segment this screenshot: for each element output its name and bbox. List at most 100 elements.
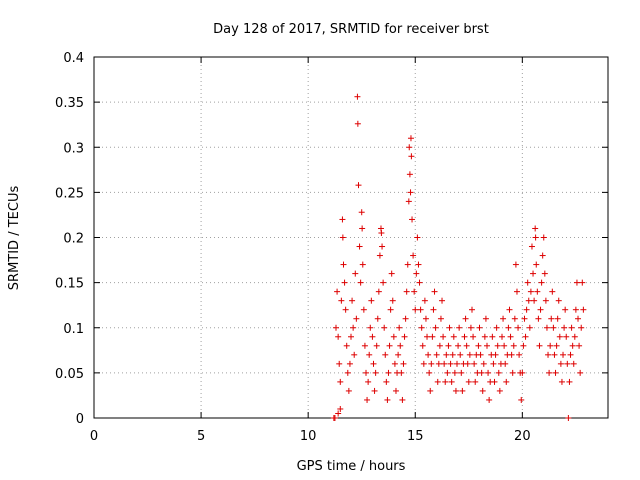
data-point: [502, 360, 509, 367]
data-point: [397, 342, 404, 349]
data-point: [413, 270, 420, 277]
data-point: [523, 306, 530, 313]
data-point: [570, 360, 577, 367]
data-point: [411, 288, 418, 295]
y-tick-label: 0.05: [55, 367, 84, 382]
data-point: [334, 288, 341, 295]
data-point: [414, 234, 421, 241]
data-point: [369, 333, 376, 340]
data-point: [512, 261, 519, 268]
y-axis-label: SRMTID / TECUs: [7, 186, 22, 291]
data-point: [440, 333, 447, 340]
data-point: [557, 360, 564, 367]
data-point: [532, 225, 539, 232]
data-point: [548, 315, 555, 322]
data-point: [561, 324, 568, 331]
data-point: [565, 415, 572, 421]
data-point: [481, 333, 488, 340]
y-tick-label: 0: [76, 412, 84, 427]
data-point: [571, 333, 578, 340]
data-point: [480, 360, 487, 367]
data-point: [520, 342, 527, 349]
data-point: [367, 324, 374, 331]
y-tick-label: 0.35: [55, 96, 84, 111]
data-point: [465, 378, 472, 385]
data-point: [432, 324, 439, 331]
data-point: [552, 369, 559, 376]
data-point: [339, 234, 346, 241]
data-point: [509, 369, 516, 376]
data-point: [400, 360, 407, 367]
data-point: [362, 369, 369, 376]
data-point: [360, 306, 367, 313]
data-point: [533, 261, 540, 268]
data-point: [418, 324, 425, 331]
data-point: [492, 351, 499, 358]
data-point: [447, 360, 454, 367]
data-point: [527, 288, 534, 295]
data-point: [435, 360, 442, 367]
data-point: [340, 261, 347, 268]
data-point: [429, 333, 436, 340]
data-point: [526, 324, 533, 331]
data-point: [461, 333, 468, 340]
data-point: [335, 333, 342, 340]
data-point: [372, 369, 379, 376]
data-point: [546, 369, 553, 376]
data-point: [348, 333, 354, 340]
chart-title: Day 128 of 2017, SRMTID for receiver brs…: [213, 22, 489, 37]
x-tick-label: 15: [407, 429, 424, 444]
data-point: [493, 324, 500, 331]
data-point: [357, 279, 364, 286]
data-point: [427, 387, 434, 394]
data-point: [503, 378, 510, 385]
data-point: [475, 342, 482, 349]
data-point: [374, 315, 381, 322]
data-point: [384, 396, 391, 403]
data-point: [387, 306, 394, 313]
data-point: [485, 369, 492, 376]
data-point: [420, 360, 427, 367]
data-point: [531, 297, 538, 304]
y-tick-label: 0.4: [63, 51, 84, 66]
data-point: [416, 279, 423, 286]
data-point: [579, 279, 586, 286]
data-point: [532, 234, 539, 241]
data-point: [451, 369, 458, 376]
data-point: [396, 324, 403, 331]
tick-labels: 0 5 10 15 20 0 0.05 0.1 0.15 0.2 0.25 0.3 0.35 0.4: [55, 51, 531, 444]
data-point: [477, 351, 484, 358]
data-point: [382, 351, 389, 358]
data-point: [370, 360, 377, 367]
data-point: [543, 324, 550, 331]
data-point: [457, 351, 464, 358]
data-point: [350, 324, 357, 331]
x-tick-label: 0: [90, 429, 98, 444]
data-point: [417, 306, 424, 313]
data-point: [406, 144, 413, 151]
data-point: [536, 342, 543, 349]
data-point: [482, 315, 489, 322]
data-point: [545, 351, 552, 358]
data-point: [478, 369, 485, 376]
data-point: [433, 351, 440, 358]
data-point: [575, 315, 582, 322]
data-point: [333, 324, 340, 331]
data-point: [490, 360, 497, 367]
data-point: [336, 360, 343, 367]
data-point: [519, 369, 526, 376]
data-point: [448, 378, 455, 385]
data-point: [407, 135, 414, 142]
data-point: [515, 324, 522, 331]
x-tick-label: 10: [300, 429, 317, 444]
data-point: [560, 351, 567, 358]
data-point: [507, 333, 514, 340]
data-point: [399, 396, 406, 403]
data-point: [404, 261, 411, 268]
data-point: [385, 369, 392, 376]
data-point: [389, 297, 396, 304]
data-point: [338, 297, 345, 304]
data-point: [472, 378, 479, 385]
data-point: [398, 369, 405, 376]
